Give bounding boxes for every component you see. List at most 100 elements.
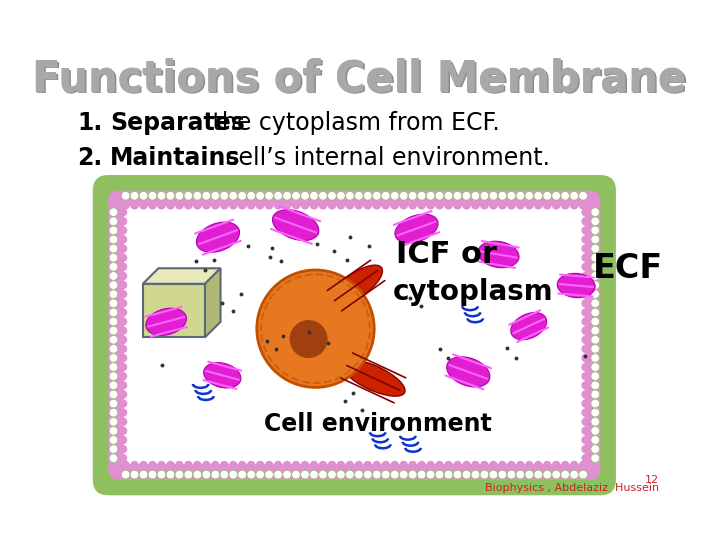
Circle shape [166, 201, 175, 210]
Circle shape [453, 470, 462, 479]
Circle shape [109, 354, 118, 362]
Circle shape [328, 201, 336, 210]
Circle shape [121, 461, 130, 469]
Circle shape [543, 201, 552, 210]
Circle shape [591, 399, 600, 408]
Circle shape [591, 445, 600, 454]
Circle shape [319, 201, 328, 210]
Circle shape [301, 461, 310, 469]
Circle shape [238, 201, 246, 210]
Circle shape [109, 363, 118, 372]
Circle shape [581, 326, 590, 335]
Circle shape [418, 192, 426, 200]
Circle shape [561, 201, 570, 210]
Circle shape [581, 408, 590, 417]
Circle shape [109, 427, 118, 435]
Circle shape [283, 461, 292, 469]
Circle shape [292, 461, 300, 469]
Circle shape [119, 381, 127, 390]
Circle shape [283, 192, 292, 200]
Circle shape [436, 201, 444, 210]
Circle shape [400, 201, 408, 210]
Circle shape [570, 192, 578, 200]
Circle shape [346, 470, 354, 479]
Circle shape [507, 470, 516, 479]
Circle shape [119, 436, 127, 444]
Circle shape [109, 445, 118, 454]
Circle shape [274, 201, 282, 210]
Circle shape [130, 201, 139, 210]
Circle shape [265, 201, 274, 210]
Circle shape [139, 192, 148, 200]
Circle shape [148, 470, 157, 479]
Circle shape [109, 381, 118, 390]
Circle shape [436, 461, 444, 469]
Ellipse shape [557, 273, 595, 298]
Circle shape [382, 461, 390, 469]
Circle shape [121, 192, 130, 200]
Circle shape [591, 354, 600, 362]
Text: 2.: 2. [77, 146, 102, 170]
Circle shape [581, 272, 590, 280]
Circle shape [507, 461, 516, 469]
Circle shape [130, 192, 139, 200]
Circle shape [591, 235, 600, 244]
Circle shape [346, 461, 354, 469]
Circle shape [109, 317, 118, 326]
Circle shape [444, 192, 453, 200]
Circle shape [175, 461, 184, 469]
Circle shape [109, 217, 118, 226]
Circle shape [581, 317, 590, 326]
Circle shape [516, 201, 525, 210]
Circle shape [301, 470, 310, 479]
Circle shape [109, 454, 118, 463]
Circle shape [265, 470, 274, 479]
Circle shape [238, 461, 246, 469]
Circle shape [581, 208, 590, 217]
Circle shape [274, 461, 282, 469]
Circle shape [426, 461, 435, 469]
Circle shape [489, 461, 498, 469]
Text: Functions of Cell Membrane: Functions of Cell Membrane [33, 59, 688, 101]
Text: the cytoplasm from ECF.: the cytoplasm from ECF. [205, 111, 500, 135]
Circle shape [109, 399, 118, 408]
Circle shape [109, 244, 118, 253]
Circle shape [591, 381, 600, 390]
Circle shape [247, 470, 256, 479]
Circle shape [581, 217, 590, 226]
Circle shape [480, 201, 489, 210]
Text: cytoplasm: cytoplasm [392, 278, 553, 306]
Text: ECF: ECF [593, 252, 663, 285]
Circle shape [581, 417, 590, 426]
Circle shape [336, 201, 345, 210]
Circle shape [390, 201, 399, 210]
Circle shape [157, 470, 166, 479]
Circle shape [525, 201, 534, 210]
Circle shape [561, 461, 570, 469]
Circle shape [166, 461, 175, 469]
Circle shape [121, 470, 130, 479]
Circle shape [462, 470, 471, 479]
Circle shape [336, 470, 345, 479]
Circle shape [109, 390, 118, 399]
Circle shape [581, 262, 590, 271]
Circle shape [489, 470, 498, 479]
Circle shape [166, 470, 175, 479]
Circle shape [543, 470, 552, 479]
Circle shape [552, 192, 560, 200]
Circle shape [579, 192, 588, 200]
Circle shape [570, 470, 578, 479]
Circle shape [426, 201, 435, 210]
Circle shape [579, 201, 588, 210]
Text: cell’s internal environment.: cell’s internal environment. [218, 146, 550, 170]
Circle shape [193, 461, 202, 469]
Circle shape [591, 217, 600, 226]
Circle shape [591, 390, 600, 399]
Circle shape [561, 470, 570, 479]
Circle shape [328, 192, 336, 200]
Circle shape [109, 345, 118, 353]
Circle shape [581, 427, 590, 435]
Circle shape [119, 281, 127, 289]
Circle shape [175, 470, 184, 479]
Circle shape [382, 470, 390, 479]
